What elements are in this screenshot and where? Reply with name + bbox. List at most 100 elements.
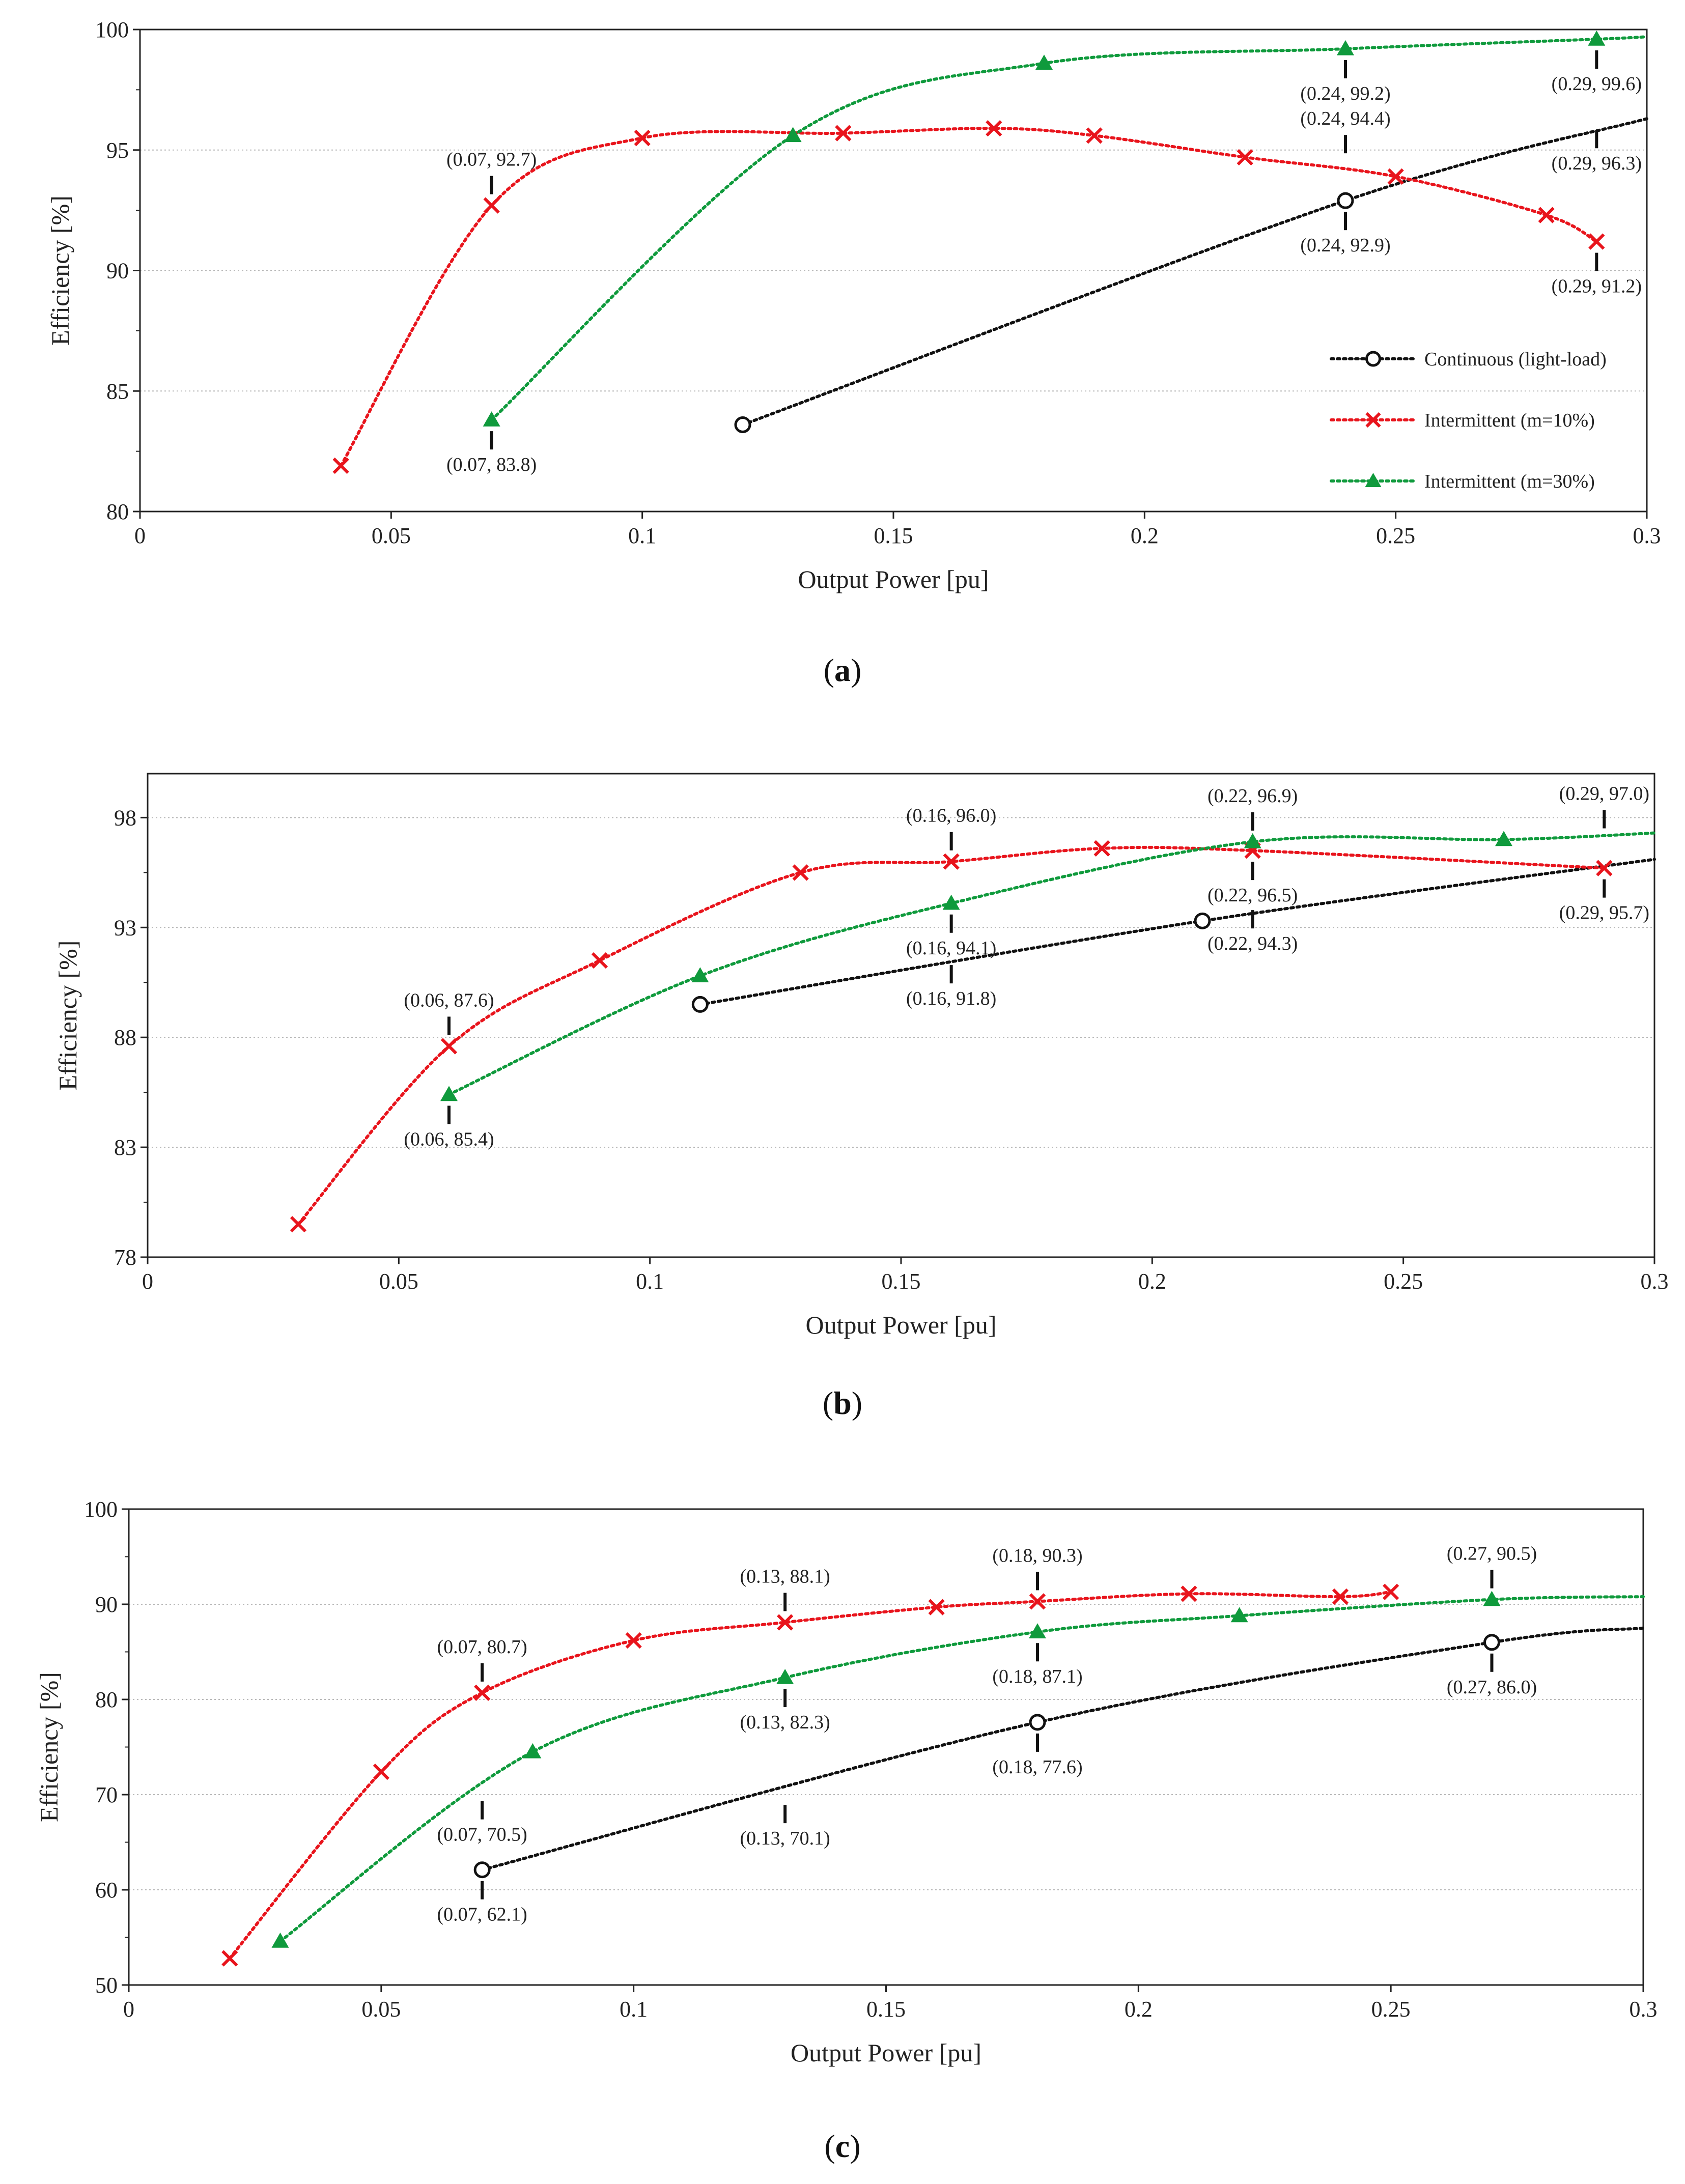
data-point-m10 — [1237, 149, 1253, 166]
series-line-m30 — [490, 35, 1648, 422]
x-tick-label: 0.25 — [1384, 1269, 1423, 1294]
y-tick-label: 90 — [95, 1592, 118, 1617]
y-axis-title: Efficiency [%] — [53, 941, 82, 1091]
annotation-label: (0.29, 95.7) — [1559, 902, 1649, 924]
annotation-label: (0.22, 94.3) — [1207, 933, 1298, 954]
annotation-label: (0.07, 92.7) — [446, 149, 537, 171]
series-line-m10 — [228, 1590, 1393, 1960]
data-point-continuous — [1483, 1634, 1500, 1651]
data-point-m10 — [1332, 1588, 1349, 1605]
data-point-m30 — [691, 967, 709, 983]
data-point-m10 — [777, 1614, 794, 1631]
annotation-label: (0.06, 85.4) — [404, 1128, 494, 1150]
data-point-m30 — [1337, 40, 1354, 55]
data-point-m10 — [373, 1763, 389, 1780]
data-point-m30 — [942, 894, 960, 910]
data-point-m10 — [986, 120, 1002, 137]
legend-label-m30: Intermittent (m=30%) — [1424, 471, 1595, 492]
annotation-label: (0.29, 96.3) — [1552, 153, 1642, 174]
annotation-label: (0.07, 83.8) — [446, 454, 537, 475]
data-point-m10 — [634, 129, 651, 147]
annotation-label: (0.13, 82.3) — [740, 1712, 830, 1733]
y-tick-label: 80 — [106, 499, 129, 524]
data-point-m10 — [474, 1684, 491, 1701]
x-tick-label: 0.2 — [1125, 1997, 1153, 2022]
y-axis-title: Efficiency [%] — [46, 195, 74, 346]
data-point-m10 — [1086, 127, 1103, 144]
data-point-m10 — [1596, 860, 1613, 876]
x-tick-label: 0.3 — [1641, 1269, 1669, 1294]
legend-marker-continuous — [1365, 351, 1381, 367]
data-point-m30 — [1483, 1591, 1501, 1606]
annotation-label: (0.29, 99.6) — [1552, 73, 1642, 95]
x-tick-label: 0 — [134, 523, 146, 548]
data-point-m10 — [1538, 207, 1555, 223]
y-tick-label: 95 — [106, 138, 129, 163]
annotation-label: (0.13, 88.1) — [740, 1566, 830, 1587]
chart-panel-a: 80 85 90 95 100 0 0.05 0.1 0.15 0.2 0.25 0.3 Output … — [0, 0, 1685, 723]
y-tick-label: 90 — [106, 259, 129, 283]
plot-frame — [139, 29, 1648, 513]
data-point-m10 — [440, 1038, 458, 1055]
plot-frame — [147, 773, 1655, 1258]
plot-frame — [128, 1508, 1644, 1986]
x-tick-label: 0.15 — [866, 1997, 906, 2022]
y-tick-label: 80 — [95, 1687, 118, 1712]
annotation-label: (0.16, 94.1) — [906, 938, 996, 959]
annotation-label: (0.06, 87.6) — [404, 989, 494, 1011]
data-point-m30 — [776, 1668, 794, 1684]
chart-c-svg: 50 60 70 80 90 100 0 0.05 0.1 0.15 0.2 0.25 0.3 Outpu… — [35, 1497, 1658, 2067]
data-point-m30 — [784, 127, 802, 143]
annotation-label: (0.07, 70.5) — [437, 1824, 527, 1846]
legend-marker-m30 — [1365, 473, 1382, 487]
y-tick-label: 85 — [106, 379, 129, 404]
y-tick-label: 78 — [114, 1245, 136, 1270]
data-point-continuous — [1029, 1714, 1046, 1731]
data-point-m30 — [524, 1743, 542, 1758]
y-tick-label: 60 — [95, 1878, 118, 1903]
x-tick-label: 0.2 — [1138, 1269, 1166, 1294]
annotation-label: (0.07, 62.1) — [437, 1904, 527, 1925]
y-tick-label: 93 — [114, 915, 136, 940]
data-point-m10 — [1588, 233, 1605, 250]
data-point-m10 — [928, 1599, 945, 1615]
legend-label-m10: Intermittent (m=10%) — [1424, 410, 1595, 431]
x-tick-label: 0.3 — [1633, 523, 1661, 548]
data-point-m30 — [271, 1932, 289, 1948]
chart-panel-c: 50 60 70 80 90 100 0 0.05 0.1 0.15 0.2 0.25 0.3 Outpu… — [0, 1471, 1685, 2183]
y-tick-label: 100 — [84, 1497, 118, 1522]
series-line-m10 — [297, 845, 1606, 1226]
x-tick-label: 0.2 — [1131, 523, 1159, 548]
data-point-m30 — [1244, 833, 1261, 848]
data-point-m10 — [1383, 1583, 1399, 1600]
data-point-continuous — [1194, 912, 1211, 929]
data-point-m10 — [1181, 1585, 1197, 1602]
chart-panel-b: 78 83 88 93 98 0 0.05 0.1 0.15 0.2 0.25 0.3 Output P… — [0, 728, 1685, 1451]
data-point-continuous — [734, 416, 751, 434]
data-point-continuous — [473, 1861, 491, 1879]
x-tick-label: 0.1 — [620, 1997, 648, 2022]
annotation-label: (0.24, 99.2) — [1300, 83, 1390, 104]
data-point-m30 — [440, 1086, 458, 1101]
annotation-label: (0.07, 80.7) — [437, 1636, 527, 1658]
series-line-m10 — [339, 127, 1598, 468]
x-tick-label: 0 — [123, 1997, 134, 2022]
legend-label-continuous: Continuous (light-load) — [1424, 349, 1607, 370]
data-point-m10 — [332, 457, 349, 474]
data-point-m10 — [1093, 840, 1110, 857]
data-point-m30 — [1035, 54, 1053, 70]
x-tick-label: 0 — [142, 1269, 153, 1294]
x-tick-label: 0.25 — [1376, 523, 1415, 548]
annotation-label: (0.27, 90.5) — [1447, 1543, 1537, 1565]
data-point-continuous — [1337, 192, 1354, 209]
x-tick-label: 0.05 — [361, 1997, 401, 2022]
x-axis-title: Output Power [pu] — [806, 1311, 997, 1339]
annotation-label: (0.16, 96.0) — [906, 805, 996, 827]
annotation-label: (0.18, 77.6) — [992, 1756, 1082, 1778]
y-tick-label: 50 — [95, 1973, 118, 1998]
annotation-label: (0.29, 91.2) — [1552, 276, 1642, 297]
y-tick-label: 70 — [95, 1782, 118, 1807]
panel-caption-b: (b) — [822, 1385, 863, 1421]
data-point-m10 — [483, 197, 500, 214]
data-point-m30 — [1029, 1623, 1046, 1638]
